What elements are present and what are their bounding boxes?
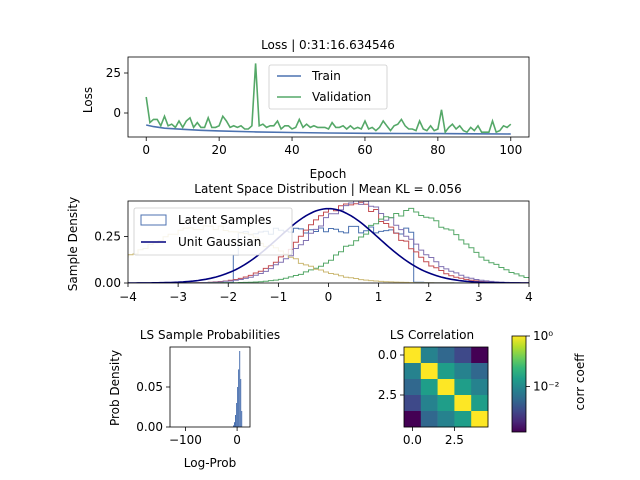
- corr-cell: [471, 379, 489, 396]
- ls-prob-xtick-label: −100: [169, 433, 202, 447]
- corr-cell: [471, 347, 489, 364]
- loss-xtick-label: 40: [284, 143, 299, 157]
- loss-ytick-label: 25: [106, 66, 121, 80]
- corr-xtick-label: 2.5: [445, 433, 464, 447]
- corr-cell: [404, 411, 422, 428]
- corr-cell: [420, 379, 438, 396]
- corr-ytick-label: 0.0: [378, 348, 397, 362]
- loss-chart-title: Loss | 0:31:16.634546: [261, 38, 395, 52]
- latent-xtick-label: −4: [119, 290, 137, 304]
- loss-series-validation-line: [145, 63, 512, 135]
- loss-chart-legend: Train Validation: [268, 64, 388, 110]
- ls-corr-chart-title: LS Correlation: [390, 328, 474, 342]
- colorbar-tick-label: 10⁻²: [533, 380, 560, 394]
- legend-train-label: Train: [311, 69, 341, 83]
- ls-prob-bar: [241, 411, 243, 427]
- corr-cell: [437, 395, 455, 412]
- loss-xtick-label: 80: [430, 143, 445, 157]
- corr-cell: [437, 411, 455, 428]
- loss-series-train-line: [146, 124, 511, 135]
- ls-prob-bar: [238, 369, 240, 427]
- corr-cell: [454, 411, 472, 428]
- loss-ytick-label: 0: [113, 106, 121, 120]
- loss-chart: Loss | 0:31:16.634546 Loss Epoch 0 20 40 60…: [81, 38, 530, 181]
- corr-cell: [437, 363, 455, 380]
- ls-prob-bar: [235, 415, 236, 427]
- ls-prob-bar: [234, 422, 235, 427]
- corr-cell: [471, 395, 489, 412]
- ls-prob-bar: [233, 425, 234, 427]
- corr-cell: [404, 363, 422, 380]
- ls-prob-chart-ylabel: Prob Density: [108, 350, 122, 426]
- latent-distribution-chart: Latent Space Distribution | Mean KL = 0.…: [66, 182, 533, 304]
- corr-cell: [404, 379, 422, 396]
- loss-xtick-label: 100: [499, 143, 522, 157]
- latent-ytick-label: 0.00: [94, 276, 121, 290]
- corr-cell: [420, 347, 438, 364]
- corr-cell: [454, 395, 472, 412]
- corr-cell: [420, 363, 438, 380]
- corr-cell: [471, 411, 489, 428]
- corr-cell: [404, 395, 422, 412]
- latent-xtick-label: −3: [169, 290, 187, 304]
- latent-chart-ylabel: Sample Density: [66, 197, 80, 291]
- ls-prob-bar: [239, 351, 241, 427]
- corr-cell: [404, 347, 422, 364]
- latent-chart-title: Latent Space Distribution | Mean KL = 0.…: [194, 182, 461, 196]
- loss-chart-xlabel: Epoch: [310, 167, 347, 181]
- unit-gaussian-curve: [128, 207, 529, 283]
- ls-prob-bar: [236, 403, 238, 427]
- latent-xtick-label: 0: [325, 290, 333, 304]
- colorbar-gradient: [511, 335, 527, 433]
- corr-xtick-label: 0.0: [403, 433, 422, 447]
- latent-ytick-label: 0.25: [94, 229, 121, 243]
- ls-prob-ytick-label: 0.05: [136, 380, 163, 394]
- ls-sample-probabilities-chart: LS Sample Probabilities Prob Density Log…: [108, 328, 280, 470]
- colorbar: 10⁰ 10⁻²: [511, 329, 560, 433]
- legend-unit-gaussian-label: Unit Gaussian: [178, 235, 261, 249]
- latent-xtick-label: −1: [270, 290, 288, 304]
- ls-prob-bar: [237, 387, 239, 427]
- ls-correlation-chart: LS Correlation 0.0 2.5 0.0 2.5 10⁰ 10⁻² corr…: [378, 328, 587, 447]
- ls-corr-chart-axes: [403, 346, 489, 428]
- loss-xtick-label: 60: [357, 143, 372, 157]
- latent-xtick-label: −2: [219, 290, 237, 304]
- colorbar-tick-label: 10⁰: [533, 329, 553, 343]
- ls-prob-xtick-label: 0: [233, 433, 241, 447]
- loss-xtick-label: 0: [142, 143, 150, 157]
- latent-xtick-label: 2: [425, 290, 433, 304]
- corr-cell: [437, 347, 455, 364]
- latent-xtick-label: 3: [475, 290, 483, 304]
- latent-chart-legend: Latent Samples Unit Gaussian: [133, 207, 293, 256]
- ls-prob-chart-xlabel: Log-Prob: [184, 456, 236, 470]
- corr-cell: [454, 347, 472, 364]
- corr-cell: [437, 379, 455, 396]
- corr-cell: [454, 379, 472, 396]
- legend-validation-label: Validation: [312, 90, 371, 104]
- loss-chart-axes: [127, 56, 530, 138]
- latent-xtick-label: 4: [525, 290, 533, 304]
- corr-cell: [420, 395, 438, 412]
- ls-prob-chart-title: LS Sample Probabilities: [140, 328, 280, 342]
- corr-cell: [420, 411, 438, 428]
- latent-xtick-label: 1: [375, 290, 383, 304]
- corr-cell: [471, 363, 489, 380]
- loss-chart-ylabel: Loss: [81, 87, 95, 113]
- corr-ytick-label: 2.5: [378, 388, 397, 402]
- loss-xtick-label: 20: [211, 143, 226, 157]
- legend-latent-samples-label: Latent Samples: [178, 213, 272, 227]
- ls-prob-bar: [240, 379, 242, 427]
- colorbar-label: corr coeff: [573, 353, 587, 411]
- ls-prob-ytick-label: 0.00: [136, 420, 163, 434]
- corr-cell: [454, 363, 472, 380]
